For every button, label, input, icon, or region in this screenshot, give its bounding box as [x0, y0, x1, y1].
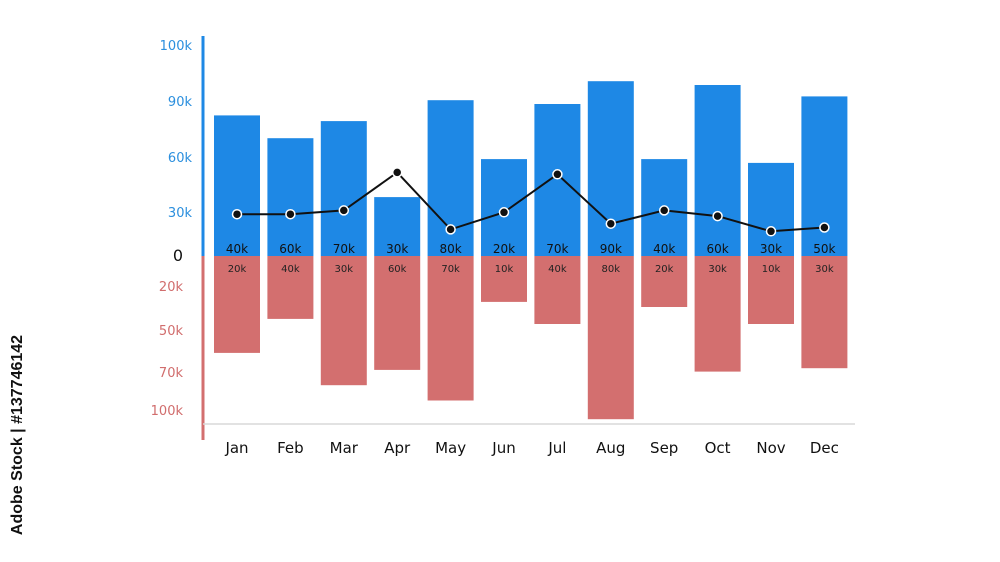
x-tick-label: Dec [810, 439, 839, 457]
bar-up-value-label: 80k [439, 242, 461, 256]
bars-layer [214, 81, 848, 420]
line-point [391, 167, 403, 178]
labels-layer: 40k 20k Jan 60k 40k Feb 70k 30k Mar 30k 60k Apr 80k 7… [224, 242, 838, 457]
x-tick-label: May [435, 439, 466, 457]
bar-down [427, 256, 474, 401]
x-tick-label: Aug [596, 439, 625, 457]
y-tick-label-bottom: 50k [159, 324, 184, 339]
y-tick-label-top: 60k [168, 151, 193, 166]
bar-up [694, 85, 741, 256]
bar-up-value-label: 60k [279, 242, 301, 256]
bar-up-value-label: 70k [333, 242, 355, 256]
bar-down [481, 256, 527, 302]
bar-down-value-label: 40k [281, 264, 300, 275]
x-tick-label: Feb [277, 439, 304, 457]
y-tick-label-bottom: 70k [159, 366, 184, 381]
bar-down [748, 256, 794, 324]
line-series [237, 171, 825, 233]
bar-up-value-label: 40k [653, 242, 675, 256]
bar-down-value-label: 10k [495, 264, 514, 275]
bar-down [214, 256, 260, 353]
bar-up-value-label: 30k [386, 242, 408, 256]
x-tick-label: Oct [705, 439, 731, 457]
x-tick-label: Jun [491, 439, 515, 457]
bar-down [374, 256, 421, 370]
bar-up [214, 115, 260, 257]
x-tick-label: Nov [756, 439, 785, 457]
y-tick-label-bottom: 20k [159, 280, 184, 295]
y-tick-label-bottom: 100k [151, 404, 184, 419]
bar-up [587, 81, 634, 256]
bar-up-value-label: 90k [600, 242, 622, 256]
axis-layer: 100k 90k 60k 30k 0 20k 50k 70k 100k [151, 36, 855, 440]
bar-down-value-label: 10k [762, 264, 781, 275]
line-point [658, 205, 670, 216]
bar-down-value-label: 70k [441, 264, 460, 275]
x-tick-label: Apr [384, 439, 411, 457]
line-layer [231, 167, 830, 237]
line-point [819, 222, 830, 233]
bar-up-value-label: 60k [706, 242, 728, 256]
bar-up [320, 121, 367, 256]
x-tick-label: Sep [650, 439, 678, 457]
bar-down-value-label: 30k [708, 264, 727, 275]
bar-up-value-label: 40k [226, 242, 248, 256]
bar-up [534, 104, 581, 256]
line-point [765, 226, 777, 237]
bar-up-value-label: 50k [813, 242, 835, 256]
bar-up [267, 138, 314, 256]
bar-up [374, 197, 421, 256]
bar-down [801, 256, 848, 369]
bar-down-value-label: 80k [602, 264, 621, 275]
line-point [552, 169, 563, 180]
bar-up-value-label: 70k [546, 242, 568, 256]
bar-down-value-label: 20k [228, 264, 247, 275]
bar-up [748, 162, 794, 256]
bar-down [534, 256, 581, 324]
line-point [445, 224, 456, 235]
bar-down-value-label: 40k [548, 264, 567, 275]
line-point [712, 210, 723, 222]
line-point [231, 208, 243, 220]
y-tick-label-top: 90k [168, 95, 193, 110]
bar-down [587, 256, 634, 420]
x-tick-label: Jul [547, 439, 566, 457]
line-point [338, 205, 350, 216]
bar-down-value-label: 30k [335, 264, 354, 275]
watermark: Adobe Stock | #137746142 [6, 320, 30, 550]
watermark-text: Adobe Stock | #137746142 [9, 334, 27, 536]
bar-down [320, 256, 367, 386]
bar-down-value-label: 60k [388, 264, 407, 275]
line-point [285, 208, 296, 220]
bar-down [694, 256, 741, 372]
bar-up-value-label: 30k [760, 242, 782, 256]
y-tick-label-top: 30k [168, 206, 193, 221]
line-point [498, 207, 510, 218]
bar-down-value-label: 30k [815, 264, 834, 275]
y-tick-label-zero: 0 [173, 246, 183, 265]
bar-down-value-label: 20k [655, 264, 674, 275]
x-tick-label: Jan [224, 439, 248, 457]
line-point [605, 218, 617, 229]
bar-down [267, 256, 314, 319]
y-tick-label-top: 100k [160, 39, 193, 54]
bar-up-value-label: 20k [493, 242, 515, 256]
bar-down [641, 256, 688, 307]
x-tick-label: Mar [330, 439, 359, 457]
